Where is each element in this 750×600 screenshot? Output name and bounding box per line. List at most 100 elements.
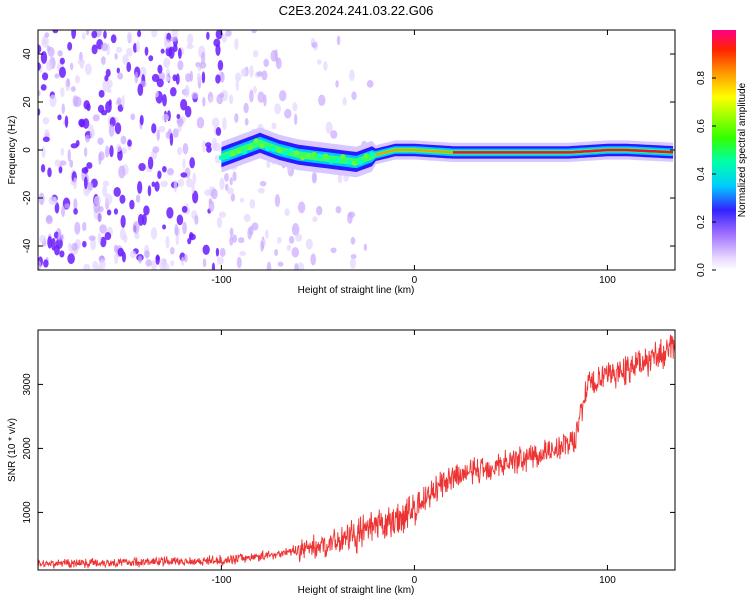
spectrogram-blob	[151, 30, 158, 38]
spectrogram-blob	[194, 214, 199, 225]
spectrogram-blob	[154, 91, 159, 98]
spectrogram-blob	[235, 72, 242, 82]
spectrogram-blob	[249, 65, 254, 78]
spectrogram-blob	[243, 213, 251, 222]
spectrogram-blob	[312, 216, 318, 223]
spectrogram-blob	[158, 125, 166, 133]
spectrogram-blob	[316, 59, 322, 65]
spectrogram-blob	[60, 87, 65, 98]
spectrogram-blob	[67, 253, 75, 265]
spectrogram-blob	[266, 261, 272, 270]
x-tick-label: 100	[599, 575, 616, 586]
spectrogram-blob	[251, 222, 259, 231]
spectrogram-blob	[172, 74, 177, 82]
spectrogram-blob	[150, 260, 157, 270]
spectrogram-blob	[263, 94, 267, 107]
spectrogram-blob	[48, 196, 56, 205]
spectrogram-blob	[276, 236, 282, 244]
spectrogram-blob	[187, 33, 194, 46]
spectrogram-blob	[284, 108, 292, 119]
spectrogram-blob	[100, 42, 108, 52]
spectrogram-blob	[117, 72, 124, 80]
spectrogram-blob	[96, 265, 101, 270]
spectrogram-blob	[83, 263, 91, 270]
spectrogram-blob	[105, 145, 110, 158]
spectrogram-blob	[85, 134, 90, 143]
spectrogram-blob	[221, 33, 228, 43]
spectrogram-blob	[73, 177, 78, 190]
spectrogram-blob	[191, 182, 195, 194]
spectrogram-blob	[180, 172, 188, 178]
spectrogram-blob	[165, 68, 171, 82]
spectrogram-blob	[222, 117, 227, 131]
spectrogram-blob	[200, 51, 206, 65]
signal-blob	[253, 138, 259, 144]
spectrogram-blob	[296, 262, 305, 270]
spectrogram-blob	[91, 44, 98, 55]
spectrogram-blob	[265, 229, 269, 239]
spectrogram-blob	[43, 259, 49, 268]
signal-blob	[352, 160, 358, 166]
spectrogram-blob	[46, 60, 53, 72]
spectrogram-blob	[219, 92, 225, 99]
spectrogram-blob	[310, 253, 316, 266]
spectrogram-blob	[257, 187, 265, 194]
spectrogram-blob	[229, 227, 234, 237]
signal-blob	[218, 155, 224, 161]
spectrogram-blob	[137, 181, 143, 194]
signal-blob	[311, 151, 317, 157]
spectrogram-blob	[109, 145, 114, 158]
x-tick-label: 0	[412, 275, 418, 286]
spectrogram-blob	[192, 172, 197, 185]
spectrogram-blob	[291, 222, 300, 236]
spectrogram-blob	[66, 78, 70, 88]
spectrogram-blob	[325, 121, 333, 134]
spectrogram-blob	[89, 128, 95, 139]
spectrogram-blob	[157, 170, 162, 180]
spectrogram-blob	[239, 251, 246, 257]
spectrogram-blob	[156, 78, 164, 88]
spectrogram-blob	[104, 231, 112, 241]
spectrogram-blob	[363, 243, 368, 251]
spectrogram-blob	[277, 261, 284, 267]
spectrogram-blob	[86, 162, 93, 169]
spectrogram-blob	[61, 103, 65, 115]
spectrogram-blob	[129, 199, 135, 210]
x-tick-label: 0	[412, 575, 418, 586]
spectrogram-blob	[216, 256, 224, 265]
spectrogram-blob	[59, 160, 67, 166]
spectrogram-blob	[126, 61, 132, 73]
spectrogram-blob	[106, 209, 112, 216]
spectrogram-blob	[123, 234, 128, 243]
spectrogram-blob	[98, 89, 105, 98]
snr-ticks: -100 0 100 1000 2000 3000	[22, 330, 675, 586]
spectrogram-blob	[51, 237, 56, 251]
spectrogram-blob	[46, 45, 51, 52]
spectrogram-blob	[137, 83, 144, 96]
spectrogram-blob	[81, 32, 86, 40]
spectrogram-blob	[57, 50, 63, 57]
spectrogram-blob	[311, 172, 317, 184]
spectrogram-blob	[116, 144, 122, 152]
spectrogram-blob	[126, 31, 132, 42]
spectrogram-blob	[163, 57, 171, 69]
signal-blob	[357, 159, 363, 165]
spectrogram-blob	[132, 221, 140, 235]
colorbar: 0.0 0.2 0.4 0.6 0.8 Normalized spectral ampl…	[696, 30, 748, 277]
spectrogram-blob	[54, 159, 61, 167]
spectrogram-blob	[126, 47, 133, 57]
spectrogram-blob	[121, 251, 126, 263]
spectrogram-blob	[90, 237, 96, 251]
spectrogram-blob	[288, 235, 295, 244]
spectrogram-blob	[189, 157, 196, 169]
spectrogram-blob	[38, 89, 41, 97]
spectrogram-blob	[138, 255, 143, 264]
spectrogram-blob	[144, 250, 150, 259]
spectrogram-blob	[176, 214, 184, 226]
spectrogram-blob	[170, 247, 175, 255]
spectrogram-blob	[121, 147, 127, 154]
spectrogram-blob	[160, 48, 165, 54]
signal-blob	[230, 151, 236, 157]
spectrogram-blob	[99, 224, 107, 234]
